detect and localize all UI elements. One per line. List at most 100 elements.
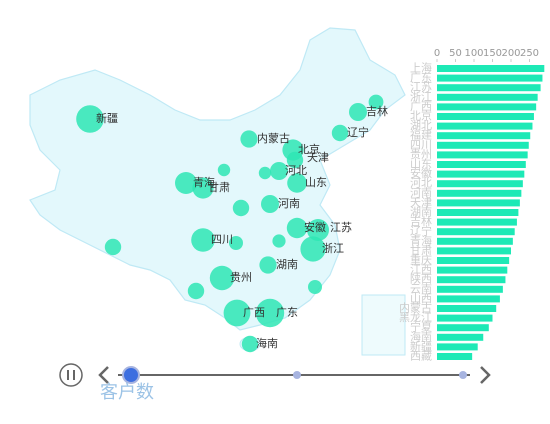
bubble-label: 河南 [278,197,300,210]
bar [437,113,534,120]
y-tick-label: 甘肃 [410,244,432,257]
bar [437,324,489,332]
bubble-label: 河北 [285,164,307,177]
bubble-label: 浙江 [322,242,344,255]
bubble-label: 青海 [193,175,215,189]
bubble [240,130,258,148]
y-tick-label: 江苏 [410,81,432,94]
x-tick-label: 100 [464,48,483,59]
y-tick-label: 贵州 [410,148,432,161]
y-tick-label: 广西 [410,100,432,113]
bar [437,170,525,178]
bubble [187,282,205,300]
bubble [272,234,286,248]
bubble [76,105,104,133]
bar [437,276,506,284]
bar [437,199,520,207]
y-tick-label: 山西 [410,292,432,305]
bar [437,314,493,322]
y-tick-label: 湖南 [410,206,432,219]
bar [437,257,510,264]
bar [437,343,478,351]
bubble-label: 海南 [256,336,278,350]
bar [437,237,513,245]
bar [437,103,537,111]
x-tick-label: 250 [520,48,539,59]
bubble [286,151,304,169]
y-tick-label: 新疆 [410,339,432,353]
play-button[interactable] [59,363,83,387]
y-tick-label: 福建 [410,128,432,142]
pause-bar [67,370,69,380]
bar [437,93,538,101]
bubble-label: 广东 [276,306,298,319]
bubble-label: 内蒙古 [257,131,290,145]
bubble [368,94,384,110]
y-tick-label: 宁夏 [410,320,432,334]
bubble [300,236,326,262]
legend-text: 客户数 [100,382,154,403]
bubble [175,172,197,194]
bubble-label: 广西 [243,306,265,319]
bubble [223,299,251,327]
bar [437,84,541,92]
bar [437,333,484,341]
bar [437,65,545,72]
bubble-label: 四川 [211,233,233,246]
bubble-label: 山东 [305,176,327,189]
y-tick-label: 安徽 [410,166,432,180]
y-tick-label: 四川 [410,138,432,151]
bubble-label: 贵州 [230,271,252,284]
bar [437,189,522,197]
bubble [192,177,214,199]
bubble [217,163,231,177]
x-tick-label: 0 [434,48,440,59]
y-tick-label: 天津 [410,196,432,209]
y-tick-label: 山东 [410,158,432,171]
bubble-label: 北京 [298,142,320,156]
bubble-label: 辽宁 [347,125,369,139]
y-tick-label: 浙江 [410,90,432,103]
bubble [349,103,367,121]
bubble [209,265,235,291]
bar [437,353,473,360]
y-tick-label: 黑龙江 [399,311,432,324]
bar [437,161,526,168]
bubble [331,124,349,142]
bubble-label: 新疆 [96,111,118,125]
bar [437,247,511,255]
y-tick-label: 云南 [410,282,432,295]
timeline [59,363,491,387]
y-tick-label: 吉林 [410,214,432,228]
next-button[interactable] [480,366,491,384]
bubble-label: 天津 [307,151,329,164]
south-sea-inset [361,294,406,356]
timeline-point[interactable] [293,371,301,379]
bar [437,151,528,159]
bubble [308,280,322,294]
bubble [191,228,215,252]
bar [437,180,523,188]
bar [437,132,531,140]
bubble [232,199,250,217]
bar [437,74,543,82]
bubble [241,335,259,353]
bar [437,285,503,293]
timeline-current[interactable] [122,366,140,384]
bubble [104,238,122,256]
y-tick-label: 辽宁 [410,224,432,238]
bar [437,122,533,130]
bar [437,295,500,303]
prev-button[interactable] [98,366,109,384]
y-tick-label: 江西 [410,263,432,276]
bubble [259,256,277,274]
bubble-label: 安徽 [304,220,326,234]
bubble [286,217,308,239]
bar [437,266,508,274]
bar [437,209,519,216]
y-tick-label: 陕西 [410,272,432,286]
timeline-point[interactable] [459,371,467,379]
bubble [307,219,329,241]
